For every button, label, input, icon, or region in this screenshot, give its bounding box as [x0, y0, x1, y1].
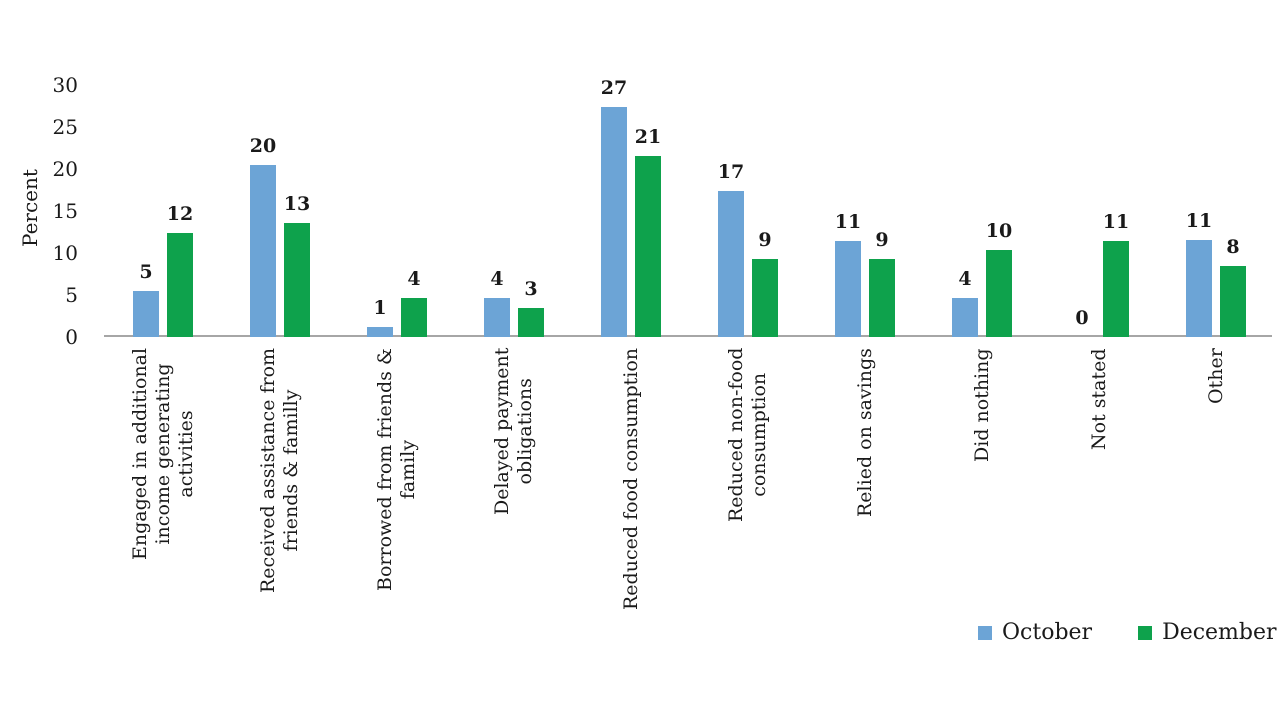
bar-december-6 — [869, 258, 895, 337]
y-tick-label-25: 25 — [52, 115, 78, 139]
bar-october-7 — [952, 298, 978, 337]
value-label-october-8: 0 — [1075, 307, 1089, 329]
x-category-label-2: Borrowed from friends & family — [374, 348, 419, 591]
bar-december-5 — [752, 258, 778, 337]
legend-swatch-december — [1138, 625, 1153, 640]
value-label-october-9: 11 — [1185, 210, 1213, 233]
value-label-october-3: 4 — [490, 268, 504, 291]
bar-october-2 — [367, 326, 393, 337]
value-label-december-2: 4 — [407, 268, 421, 291]
value-label-october-1: 20 — [249, 134, 277, 157]
x-axis-line — [104, 335, 1272, 337]
legend-swatch-october — [978, 625, 992, 640]
bar-october-4 — [601, 106, 627, 337]
value-label-december-7: 10 — [985, 219, 1013, 242]
legend: October December — [978, 620, 1277, 645]
legend-item-october: October — [978, 620, 1092, 645]
bar-december-3 — [518, 308, 544, 337]
value-label-december-0: 12 — [166, 202, 194, 225]
value-label-december-1: 13 — [283, 192, 311, 215]
x-category-label-1: Received assistance from friends & famill… — [257, 347, 302, 593]
x-category-label-4: Reduced food consumption — [619, 347, 642, 610]
bar-october-3 — [484, 298, 510, 337]
bar-october-9 — [1186, 240, 1212, 337]
value-label-december-5: 9 — [758, 228, 772, 251]
value-label-december-6: 9 — [875, 228, 889, 251]
value-label-december-8: 11 — [1102, 211, 1130, 234]
value-label-october-2: 1 — [373, 296, 387, 319]
value-label-december-4: 21 — [634, 126, 662, 149]
y-tick-label-20: 20 — [52, 157, 78, 181]
value-label-october-7: 4 — [958, 268, 972, 291]
bar-october-6 — [835, 241, 861, 337]
y-tick-label-5: 5 — [65, 283, 78, 307]
bar-december-0 — [167, 232, 193, 337]
bar-december-9 — [1220, 266, 1246, 337]
bar-december-4 — [635, 156, 661, 337]
y-axis-tick-labels: 0 5 10 15 20 25 30 — [20, 0, 78, 400]
x-category-label-8: Not stated — [1087, 348, 1110, 451]
value-label-october-5: 17 — [717, 160, 745, 183]
bar-october-1 — [250, 164, 276, 337]
bar-december-8 — [1103, 241, 1129, 337]
bar-october-5 — [718, 190, 744, 337]
x-category-label-5: Reduced non-food consumption — [725, 347, 770, 522]
legend-item-december: December — [1138, 620, 1277, 645]
bar-december-7 — [986, 249, 1012, 337]
bar-december-1 — [284, 222, 310, 337]
value-label-october-4: 27 — [600, 76, 628, 99]
y-tick-label-30: 30 — [52, 73, 78, 97]
x-category-label-3: Delayed payment obligations — [491, 347, 536, 515]
y-tick-label-0: 0 — [65, 325, 78, 349]
y-tick-label-10: 10 — [52, 241, 78, 265]
legend-label-december: December — [1162, 620, 1277, 645]
legend-label-october: October — [1002, 620, 1093, 645]
value-label-october-6: 11 — [834, 211, 862, 234]
x-category-label-7: Did nothing — [970, 348, 993, 462]
value-label-october-0: 5 — [139, 260, 153, 283]
bar-december-2 — [401, 298, 427, 337]
x-category-label-6: Relied on savings — [853, 348, 876, 517]
bar-october-0 — [133, 290, 159, 337]
x-category-label-9: Other — [1204, 348, 1227, 404]
y-tick-label-15: 15 — [52, 199, 78, 223]
x-category-label-0: Engaged in additional income generating ac… — [128, 347, 197, 560]
value-label-december-9: 8 — [1226, 236, 1240, 259]
value-label-december-3: 3 — [524, 278, 538, 301]
